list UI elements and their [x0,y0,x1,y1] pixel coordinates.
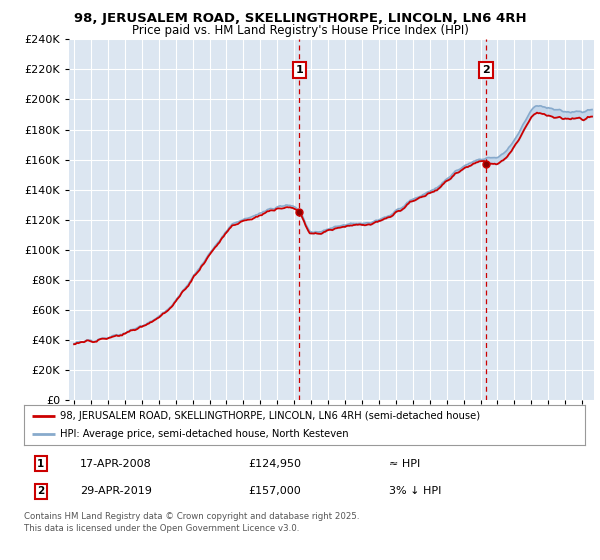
Text: £157,000: £157,000 [248,486,301,496]
Text: £124,950: £124,950 [248,459,301,469]
Text: 98, JERUSALEM ROAD, SKELLINGTHORPE, LINCOLN, LN6 4RH: 98, JERUSALEM ROAD, SKELLINGTHORPE, LINC… [74,12,526,25]
Text: 3% ↓ HPI: 3% ↓ HPI [389,486,441,496]
Text: 2: 2 [37,486,44,496]
Text: 1: 1 [295,65,303,75]
Text: HPI: Average price, semi-detached house, North Kesteven: HPI: Average price, semi-detached house,… [61,430,349,439]
Text: 98, JERUSALEM ROAD, SKELLINGTHORPE, LINCOLN, LN6 4RH (semi-detached house): 98, JERUSALEM ROAD, SKELLINGTHORPE, LINC… [61,411,481,421]
Text: 1: 1 [37,459,44,469]
Text: ≈ HPI: ≈ HPI [389,459,420,469]
Text: 2: 2 [482,65,490,75]
Text: Price paid vs. HM Land Registry's House Price Index (HPI): Price paid vs. HM Land Registry's House … [131,24,469,36]
Text: 17-APR-2008: 17-APR-2008 [80,459,152,469]
Text: 29-APR-2019: 29-APR-2019 [80,486,152,496]
Text: Contains HM Land Registry data © Crown copyright and database right 2025.
This d: Contains HM Land Registry data © Crown c… [24,512,359,533]
